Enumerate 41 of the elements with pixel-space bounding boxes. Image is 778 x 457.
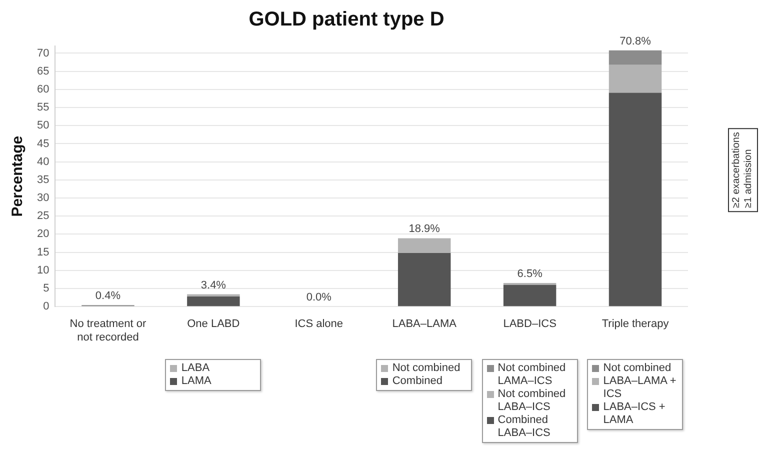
- text: ≥2 exacerbations: [731, 132, 743, 208]
- y-tick-label: 40: [36, 156, 50, 168]
- x-tick-label: LABD–ICS: [503, 318, 556, 330]
- total-label: 6.5%: [517, 268, 543, 280]
- x-tick-label: LABA–LAMA: [392, 318, 458, 330]
- y-tick-label: 45: [36, 138, 50, 150]
- y-tick-label: 50: [36, 120, 50, 132]
- legend-label: LAMA: [181, 374, 212, 388]
- y-tick-label: 65: [36, 65, 50, 78]
- y-tick-label: 5: [43, 282, 50, 295]
- legend-label: Not combined: [603, 362, 672, 375]
- legend-label: Not combined: [392, 362, 460, 375]
- y-tick-label: 55: [36, 102, 50, 114]
- y-tick-label: 30: [36, 192, 50, 204]
- x-tick-label: No treatment or not recorded: [70, 318, 147, 344]
- y-tick-label: 25: [36, 210, 50, 222]
- y-tick-label: 10: [36, 264, 50, 276]
- total-label: 3.4%: [200, 279, 226, 292]
- legend-label: Not combined LABA–ICS: [498, 388, 567, 414]
- x-tick-label: One LABD: [187, 318, 240, 330]
- legend-label: LABA–ICS + LAMA: [603, 400, 666, 427]
- y-tick-label: 20: [36, 228, 50, 240]
- y-tick-label: 60: [36, 83, 50, 96]
- text: ≥1 admission: [743, 148, 755, 208]
- y-tick-label: 35: [36, 174, 50, 186]
- y-tick-label: 0: [43, 300, 50, 313]
- x-tick-label: Triple therapy: [602, 318, 670, 330]
- legend-label: Combined: [392, 374, 442, 388]
- y-tick-label: 70: [36, 47, 50, 60]
- total-label: 0.0%: [306, 292, 332, 304]
- total-label: 70.8%: [620, 35, 652, 48]
- x-tick-label: ICS alone: [294, 318, 344, 330]
- legend-label: LABA: [181, 362, 210, 375]
- total-label: 18.9%: [408, 223, 440, 236]
- legend-label: Combined LABA–ICS: [498, 414, 552, 440]
- y-tick-label: 15: [36, 246, 50, 258]
- y-axis-title: Percentage: [9, 136, 26, 217]
- legend-label: Not combined LAMA–ICS: [498, 362, 567, 388]
- chart-title: GOLD patient type D: [248, 8, 444, 31]
- legend-label: LABA–LAMA + ICS: [603, 374, 678, 401]
- total-label: 0.4%: [95, 290, 121, 302]
